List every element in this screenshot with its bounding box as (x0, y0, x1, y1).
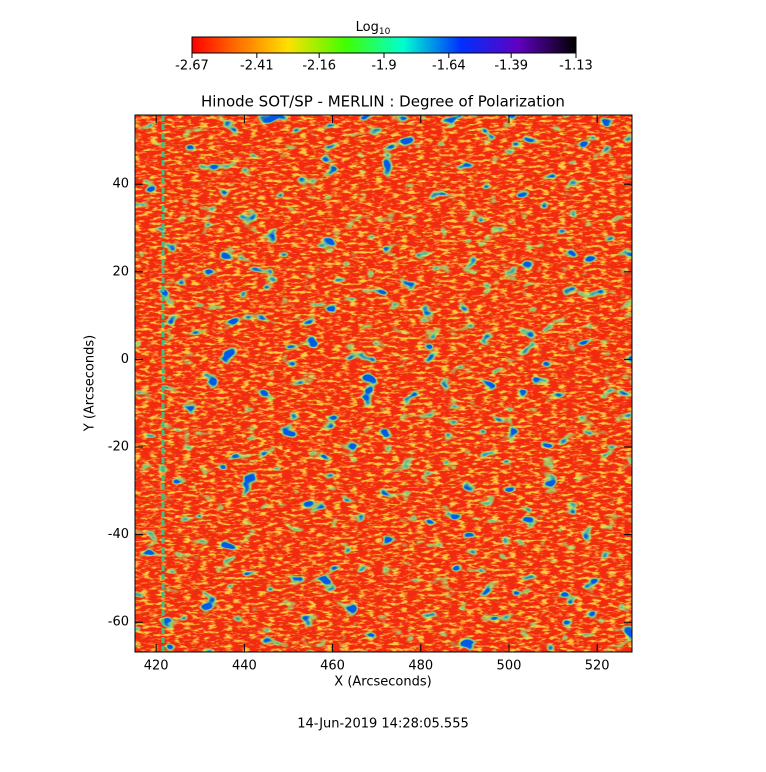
colorbar-tick-label: -2.41 (240, 59, 274, 74)
x-tick-label: 480 (408, 659, 433, 674)
y-tick-label: -60 (108, 615, 129, 630)
y-tick-label: -40 (108, 527, 129, 542)
y-tick-label: -20 (108, 440, 129, 455)
heatmap-image (135, 115, 632, 652)
x-tick-label: 460 (320, 659, 345, 674)
y-axis-label: Y (Arcseconds) (83, 335, 98, 432)
colorbar-tick-label: -1.9 (371, 59, 396, 74)
colorbar-tick-label: -1.13 (559, 59, 593, 74)
colorbar-label: Log10 (356, 20, 391, 37)
colorbar (191, 36, 577, 54)
colorbar-tick-label: -1.39 (494, 59, 528, 74)
x-axis-label: X (Arcseconds) (334, 675, 431, 690)
x-tick-label: 520 (585, 659, 610, 674)
plot-frame (134, 114, 633, 653)
x-tick-label: 440 (232, 659, 257, 674)
x-tick-label: 420 (144, 659, 169, 674)
y-tick-label: 20 (112, 264, 129, 279)
colorbar-tick-label: -2.67 (175, 59, 209, 74)
y-tick-label: 0 (121, 352, 129, 367)
y-tick-label: 40 (112, 177, 129, 192)
colorbar-tick-label: -2.16 (302, 59, 336, 74)
footer-date: 14-Jun-2019 14:28:05.555 (297, 717, 469, 732)
chart-title: Hinode SOT/SP - MERLIN : Degree of Polar… (201, 93, 565, 111)
colorbar-tick-label: -1.64 (432, 59, 466, 74)
x-tick-label: 500 (497, 659, 522, 674)
